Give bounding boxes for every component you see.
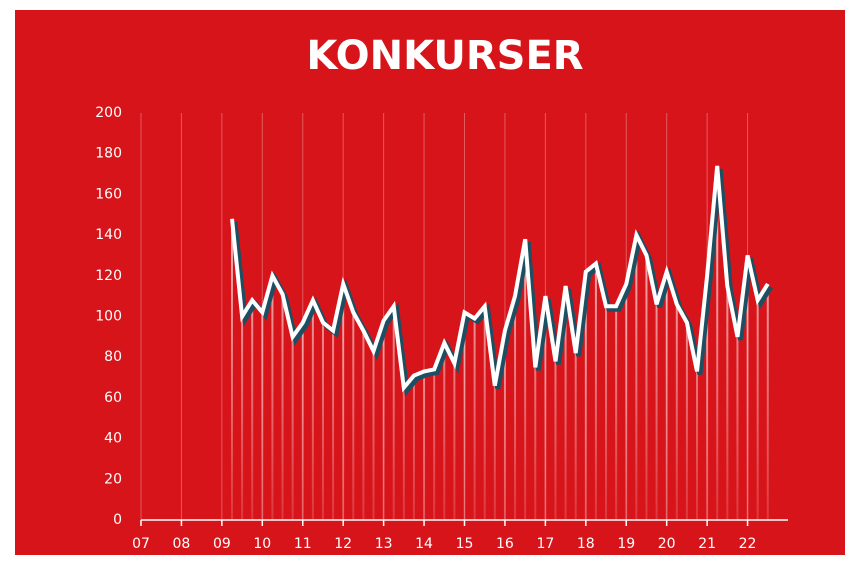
- x-tick-label: 10: [253, 536, 271, 552]
- line: [230, 165, 770, 393]
- y-tick-label: 200: [95, 105, 122, 121]
- y-tick-label: 0: [113, 512, 122, 528]
- background: [15, 10, 845, 555]
- y-tick-label: 20: [104, 471, 122, 487]
- x-tick-label: 14: [415, 536, 433, 552]
- x-tick-label: 19: [617, 536, 635, 552]
- y-tick-label: 100: [95, 309, 122, 325]
- y-tick-label: 60: [104, 390, 122, 406]
- x-tick-label: 07: [132, 536, 150, 552]
- x-tick-label: 18: [577, 536, 595, 552]
- chart-title: KONKURSER: [306, 33, 583, 79]
- x-tick-label: 13: [375, 536, 393, 552]
- x-tick-label: 17: [536, 536, 554, 552]
- x-tick-label: 15: [456, 536, 474, 552]
- x-tick-label: 09: [213, 536, 231, 552]
- x-tick-label: 16: [496, 536, 514, 552]
- x-tick-label: 08: [173, 536, 191, 552]
- x-tick-label: 20: [658, 536, 676, 552]
- x-tick-label: 22: [739, 536, 757, 552]
- y-tick-label: 180: [95, 146, 122, 162]
- x-tick-label: 21: [698, 536, 716, 552]
- x-tick-label: 11: [294, 536, 312, 552]
- y-tick-label: 140: [95, 227, 122, 243]
- y-tick-label: 160: [95, 186, 122, 202]
- y-tick-label: 120: [95, 268, 122, 284]
- x-tick-label: 12: [334, 536, 352, 552]
- y-tick-label: 80: [104, 349, 122, 365]
- y-tick-label: 40: [104, 431, 122, 447]
